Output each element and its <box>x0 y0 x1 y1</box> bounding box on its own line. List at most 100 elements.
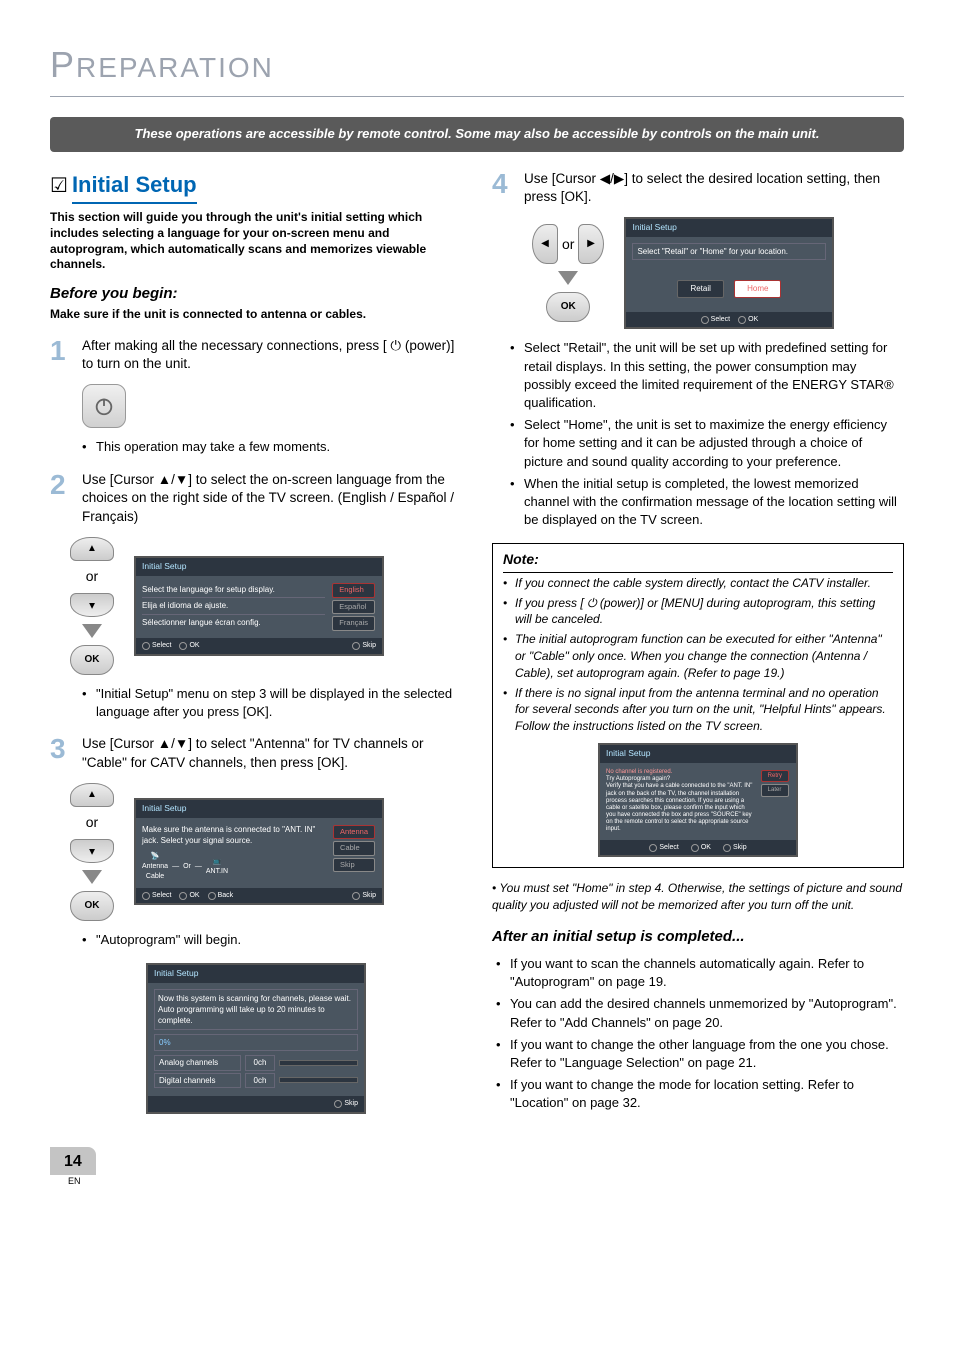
arrow-down-icon <box>82 624 102 638</box>
location-home: Home <box>734 280 781 297</box>
power-button-graphic <box>82 384 126 428</box>
footer-select: Select <box>659 843 678 853</box>
antenna-option: Antenna <box>333 825 375 840</box>
step-4: 4 Use [Cursor ◀/▶] to select the desired… <box>492 170 904 208</box>
scan-pct: 0% <box>154 1034 358 1051</box>
ok-button-graphic: OK <box>70 891 114 921</box>
page-header: PREPARATION <box>50 40 904 97</box>
screen-scan: Initial Setup Now this system is scannin… <box>146 963 366 1114</box>
info-banner: These operations are accessible by remot… <box>50 117 904 151</box>
note-title: Note: <box>503 550 893 573</box>
right-column: 4 Use [Cursor ◀/▶] to select the desired… <box>492 170 904 1127</box>
lang-line: Elija el idioma de ajuste. <box>142 598 325 614</box>
footer-ok: OK <box>189 891 199 901</box>
ok-button-graphic: OK <box>546 292 590 322</box>
header-rest: REPARATION <box>76 52 274 83</box>
dpad-down: ▲ <box>70 593 114 617</box>
step-number: 3 <box>50 735 72 763</box>
footer-select: Select <box>152 641 171 651</box>
nochan-line: Try Autoprogram again? <box>606 776 756 783</box>
screen-language: Initial Setup Select the language for se… <box>134 556 384 655</box>
step-text: Use [Cursor ◀/▶] to select the desired l… <box>524 170 904 208</box>
note-item: If you connect the cable system directly… <box>503 575 893 592</box>
screen-antenna: Initial Setup Make sure the antenna is c… <box>134 798 384 905</box>
before-body: Make sure if the unit is connected to an… <box>50 306 462 323</box>
after-item: You can add the desired channels unmemor… <box>496 995 904 1031</box>
diag-cable: Cable <box>146 873 164 880</box>
step-2: 2 Use [Cursor ▲/▼] to select the on-scre… <box>50 471 462 528</box>
after-head: After an initial setup is completed... <box>492 926 904 947</box>
diag-ant: Antenna <box>142 863 168 870</box>
dpad-up: ▲ <box>70 537 114 561</box>
or-label: or <box>86 567 98 587</box>
scan-line: Now this system is scanning for channels… <box>158 993 354 1004</box>
dpad-left: ◀ <box>532 224 558 264</box>
arrow-down-icon <box>558 271 578 285</box>
location-retail: Retail <box>677 280 723 297</box>
arrow-down-icon <box>82 870 102 884</box>
note-item: If there is no signal input from the ant… <box>503 685 893 735</box>
step-text: Use [Cursor ▲/▼] to select "Antenna" for… <box>82 735 462 773</box>
footer-skip: Skip <box>362 891 376 901</box>
footer-ok: OK <box>701 843 711 853</box>
step2-bullet: "Initial Setup" menu on step 3 will be d… <box>82 685 462 721</box>
location-instr: Select "Retail" or "Home" for your locat… <box>632 243 826 260</box>
dpad-right: ◀ <box>578 224 604 264</box>
lang-option: Español <box>332 600 375 615</box>
scan-row-label: Analog channels <box>154 1055 241 1070</box>
remote-updown: ▲ or ▲ OK <box>70 537 114 675</box>
nochan-opt: Later <box>761 784 789 796</box>
step-1: 1 After making all the necessary connect… <box>50 337 462 375</box>
antenna-option: Cable <box>333 841 375 856</box>
scan-row-label: Digital channels <box>154 1073 241 1088</box>
after-item: If you want to scan the channels automat… <box>496 955 904 991</box>
note-box: Note: If you connect the cable system di… <box>492 543 904 868</box>
step-number: 4 <box>492 170 514 198</box>
intro-text: This section will guide you through the … <box>50 210 462 272</box>
diag-antin: ANT.IN <box>206 868 228 875</box>
footer-skip: Skip <box>362 641 376 651</box>
right-bullet: Select "Retail", the unit will be set up… <box>510 339 904 412</box>
lang-option: English <box>332 583 375 598</box>
step-number: 2 <box>50 471 72 499</box>
page-footer: 14 EN <box>50 1147 904 1188</box>
screen-title: Initial Setup <box>626 219 832 237</box>
or-label: or <box>86 813 98 833</box>
after-item: If you want to change the mode for locat… <box>496 1076 904 1112</box>
footer-back: Back <box>218 891 234 901</box>
right-bullet: Select "Home", the unit is set to maximi… <box>510 416 904 471</box>
page-lang: EN <box>68 1175 904 1188</box>
power-icon <box>93 395 115 417</box>
header-cap: P <box>50 44 76 85</box>
step-3: 3 Use [Cursor ▲/▼] to select "Antenna" f… <box>50 735 462 773</box>
lang-line: Sélectionner langue écran config. <box>142 615 325 630</box>
screen-title: Initial Setup <box>600 745 796 763</box>
screen-title: Initial Setup <box>148 965 364 983</box>
footer-ok: OK <box>189 641 199 651</box>
lang-option: Français <box>332 616 375 631</box>
screen-title: Initial Setup <box>136 800 382 818</box>
scan-row-val: 0ch <box>245 1073 276 1088</box>
right-bullet: When the initial setup is completed, the… <box>510 475 904 530</box>
screen-title: Initial Setup <box>136 558 382 576</box>
footer-skip: Skip <box>344 1099 358 1109</box>
footer-ok: OK <box>748 315 758 325</box>
diag-or: Or <box>183 862 191 872</box>
screen-nochannel: Initial Setup No channel is registered. … <box>598 743 798 857</box>
check-icon: ☑ <box>50 175 68 197</box>
section-title: Initial Setup <box>72 170 197 205</box>
before-head: Before you begin: <box>50 283 462 304</box>
nochan-line: No channel is registered. <box>606 769 756 776</box>
scan-row-val: 0ch <box>245 1055 276 1070</box>
antenna-instr: Make sure the antenna is connected to "A… <box>142 824 326 846</box>
page-number: 14 <box>50 1147 96 1175</box>
scan-line: Auto programming will take up to 20 minu… <box>158 1004 354 1026</box>
left-column: ☑Initial Setup This section will guide y… <box>50 170 462 1127</box>
step-text: After making all the necessary connectio… <box>82 337 462 375</box>
remote-leftright: ◀ or ◀ OK <box>532 224 604 322</box>
after-item: If you want to change the other language… <box>496 1036 904 1072</box>
note-item: The initial autoprogram function can be … <box>503 631 893 681</box>
nochan-opt: Retry <box>761 770 789 782</box>
dpad-down: ▲ <box>70 839 114 863</box>
screen-location: Initial Setup Select "Retail" or "Home" … <box>624 217 834 329</box>
